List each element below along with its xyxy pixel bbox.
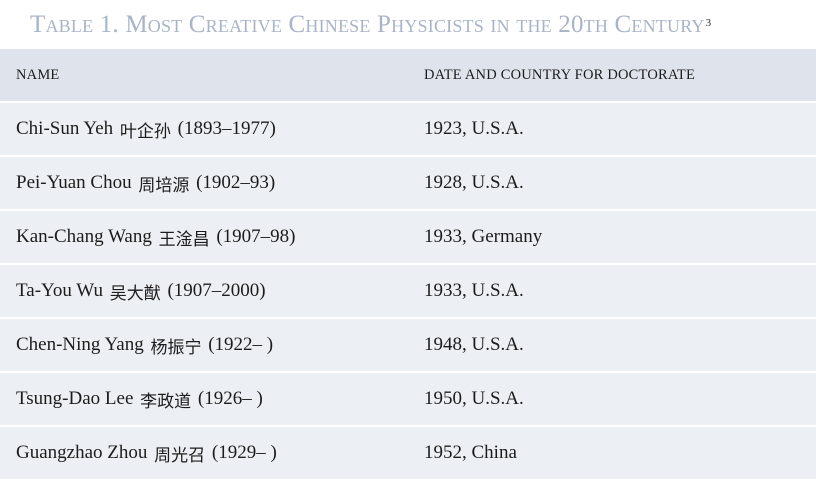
doctorate-cell: 1950, U.S.A. <box>424 388 524 409</box>
doctorate-cell: 1923, U.S.A. <box>424 118 524 139</box>
chinese-name: 李政道 <box>140 391 192 412</box>
table-row: Chi-Sun Yeh 叶企孙 (1893–1977) 1923, U.S.A. <box>0 103 816 155</box>
physicists-table: NAME DATE AND COUNTRY FOR DOCTORATE Chi-… <box>0 49 816 481</box>
name-cell: Tsung-Dao Lee 李政道 (1926– ) <box>0 373 405 425</box>
table-row: Tsung-Dao Lee 李政道 (1926– ) 1950, U.S.A. <box>0 373 816 425</box>
life-years: (1922– ) <box>208 334 274 355</box>
chinese-name: 吴大猷 <box>109 283 161 304</box>
life-years: (1929– ) <box>211 442 277 463</box>
column-header-doctorate: DATE AND COUNTRY FOR DOCTORATE <box>424 66 696 83</box>
physicist-name: Guangzhao Zhou <box>16 442 148 463</box>
chinese-name: 周培源 <box>138 175 190 196</box>
physicist-name: Ta-You Wu <box>16 280 103 301</box>
life-years: (1907–2000) <box>167 280 266 301</box>
table-row: Guangzhao Zhou 周光召 (1929– ) 1952, China <box>0 427 816 479</box>
doctorate-cell: 1952, China <box>424 442 517 463</box>
name-cell: Guangzhao Zhou 周光召 (1929– ) <box>0 427 405 479</box>
chinese-name: 叶企孙 <box>119 121 171 142</box>
doctorate-cell: 1948, U.S.A. <box>424 334 524 355</box>
table-row: Pei-Yuan Chou 周培源 (1902–93) 1928, U.S.A. <box>0 157 816 209</box>
life-years: (1907–98) <box>216 226 296 247</box>
physicist-name: Tsung-Dao Lee <box>16 388 134 409</box>
name-cell: Kan-Chang Wang 王淦昌 (1907–98) <box>0 211 405 263</box>
footnote-marker: 3 <box>705 17 712 29</box>
physicist-name: Kan-Chang Wang <box>16 226 152 247</box>
table-title: Table 1. Most Creative Chinese Physicist… <box>30 6 810 44</box>
doctorate-cell: 1933, Germany <box>424 226 543 247</box>
chinese-name: 周光召 <box>154 445 206 466</box>
table-title-text: Table 1. Most Creative Chinese Physicist… <box>30 11 705 38</box>
life-years: (1926– ) <box>197 388 263 409</box>
physicist-name: Pei-Yuan Chou <box>16 172 132 193</box>
chinese-name: 王淦昌 <box>158 229 210 250</box>
physicist-name: Chen-Ning Yang <box>16 334 144 355</box>
name-cell: Pei-Yuan Chou 周培源 (1902–93) <box>0 157 405 209</box>
name-cell: Chi-Sun Yeh 叶企孙 (1893–1977) <box>0 103 405 155</box>
doctorate-cell: 1933, U.S.A. <box>424 280 524 301</box>
column-header-name: NAME <box>16 66 60 83</box>
table-header-row: NAME DATE AND COUNTRY FOR DOCTORATE <box>0 49 816 101</box>
physicist-name: Chi-Sun Yeh <box>16 118 114 139</box>
chinese-name: 杨振宁 <box>150 337 202 358</box>
table-row: Kan-Chang Wang 王淦昌 (1907–98) 1933, Germa… <box>0 211 816 263</box>
life-years: (1902–93) <box>196 172 276 193</box>
doctorate-cell: 1928, U.S.A. <box>424 172 524 193</box>
life-years: (1893–1977) <box>177 118 276 139</box>
table-row: Chen-Ning Yang 杨振宁 (1922– ) 1948, U.S.A. <box>0 319 816 371</box>
name-cell: Ta-You Wu 吴大猷 (1907–2000) <box>0 265 405 317</box>
name-cell: Chen-Ning Yang 杨振宁 (1922– ) <box>0 319 405 371</box>
table-row: Ta-You Wu 吴大猷 (1907–2000) 1933, U.S.A. <box>0 265 816 317</box>
